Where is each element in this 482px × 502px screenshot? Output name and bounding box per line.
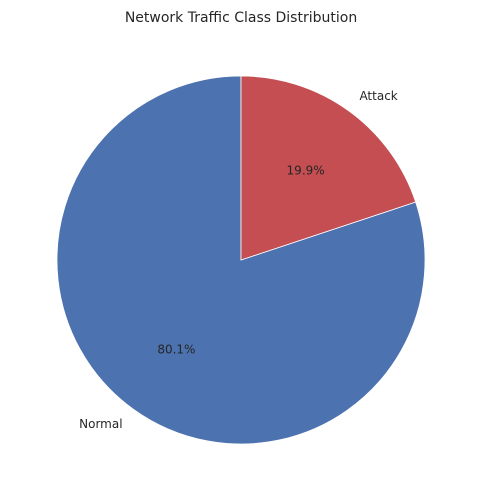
pie-labels: Normal 80.1% Attack 19.9% <box>79 89 398 431</box>
pie-slices <box>56 75 426 445</box>
slice-percent-normal: 80.1% <box>157 343 195 357</box>
slice-percent-attack: 19.9% <box>287 163 325 177</box>
chart-title: Network Traffic Class Distribution <box>125 10 357 26</box>
pie-slice-attack <box>240 75 417 261</box>
slice-label-attack: Attack <box>359 89 397 103</box>
pie-slice-normal <box>56 75 426 445</box>
slice-label-normal: Normal <box>79 417 122 431</box>
